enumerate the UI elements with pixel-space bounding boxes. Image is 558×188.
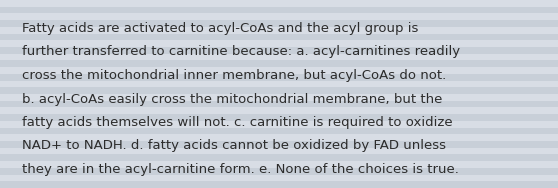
Bar — [0, 181, 558, 188]
Text: fatty acids themselves will not. c. carnitine is required to oxidize: fatty acids themselves will not. c. carn… — [22, 116, 453, 129]
Bar — [0, 154, 558, 161]
Bar — [0, 94, 558, 101]
Bar — [0, 0, 558, 7]
Text: Fatty acids are activated to acyl-CoAs and the acyl group is: Fatty acids are activated to acyl-CoAs a… — [22, 22, 418, 35]
Bar — [0, 161, 558, 168]
Bar — [0, 114, 558, 121]
Bar — [0, 148, 558, 154]
Text: NAD+ to NADH. d. fatty acids cannot be oxidized by FAD unless: NAD+ to NADH. d. fatty acids cannot be o… — [22, 139, 446, 152]
Text: b. acyl-CoAs easily cross the mitochondrial membrane, but the: b. acyl-CoAs easily cross the mitochondr… — [22, 92, 442, 105]
Bar — [0, 20, 558, 27]
Bar — [0, 81, 558, 87]
Bar — [0, 67, 558, 74]
Bar — [0, 141, 558, 148]
Bar — [0, 121, 558, 128]
Bar — [0, 107, 558, 114]
Bar — [0, 74, 558, 81]
Bar — [0, 175, 558, 181]
Bar — [0, 34, 558, 40]
Bar — [0, 7, 558, 13]
Bar — [0, 101, 558, 107]
Bar — [0, 27, 558, 34]
Bar — [0, 60, 558, 67]
Text: cross the mitochondrial inner membrane, but acyl-CoAs do not.: cross the mitochondrial inner membrane, … — [22, 69, 446, 82]
Bar — [0, 87, 558, 94]
Text: further transferred to carnitine because: a. acyl-carnitines readily: further transferred to carnitine because… — [22, 45, 460, 58]
Text: they are in the acyl-carnitine form. e. None of the choices is true.: they are in the acyl-carnitine form. e. … — [22, 163, 459, 176]
Bar — [0, 128, 558, 134]
Bar — [0, 40, 558, 47]
Bar — [0, 168, 558, 175]
Bar — [0, 47, 558, 54]
Bar — [0, 13, 558, 20]
Bar — [0, 134, 558, 141]
Bar — [0, 54, 558, 60]
